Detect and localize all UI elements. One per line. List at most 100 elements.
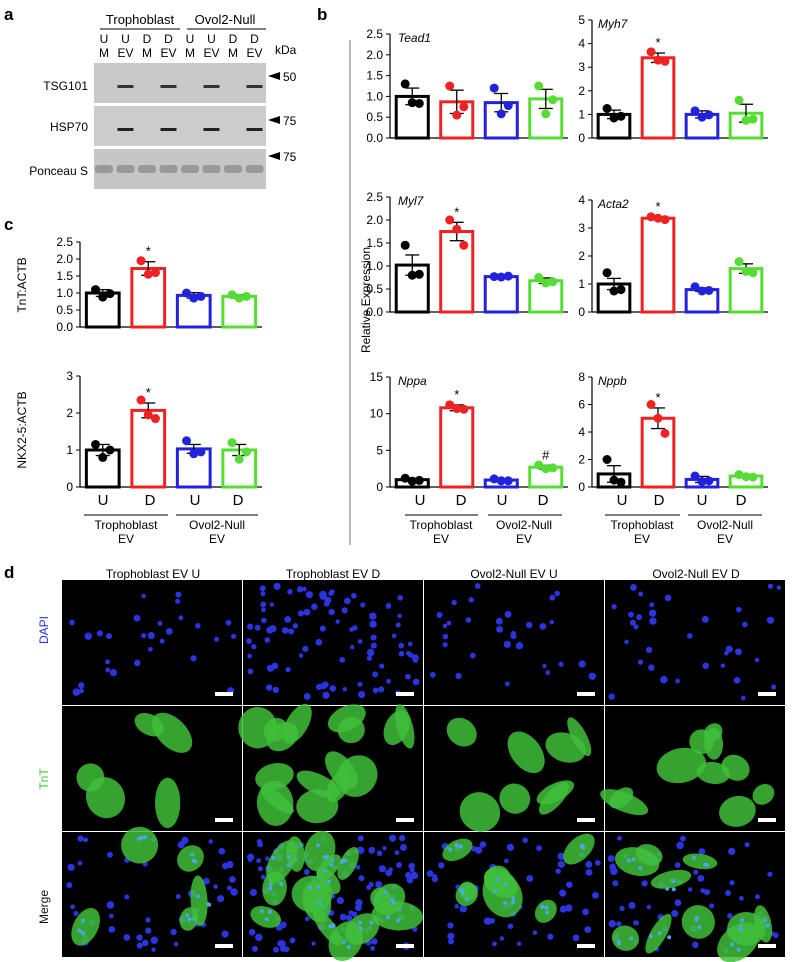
scale-bar	[758, 944, 776, 948]
nucleus	[503, 882, 508, 887]
data-point	[602, 104, 612, 113]
data-point	[690, 106, 700, 116]
nucleus	[265, 684, 273, 691]
nucleus	[559, 905, 567, 913]
cardiomyocyte	[650, 869, 692, 889]
data-point	[136, 256, 146, 266]
y-tick-label: 2	[66, 406, 73, 420]
nucleus	[398, 642, 405, 649]
data-point	[690, 282, 700, 292]
bar	[439, 230, 475, 314]
lane-label: U	[100, 32, 109, 46]
nucleus	[259, 585, 266, 592]
nucleus	[638, 591, 644, 597]
y-tick-label: 0.0	[366, 305, 383, 319]
chart-title: Myh7	[598, 17, 629, 31]
nucleus	[84, 632, 93, 640]
y-tick-label: 4	[578, 37, 585, 51]
data-point	[105, 445, 115, 455]
nucleus	[628, 901, 636, 909]
cardiomyocyte	[614, 847, 660, 877]
nucleus	[675, 678, 680, 684]
blot-group-label-ovol2null: Ovol2-Null	[195, 12, 256, 27]
nucleus	[703, 889, 711, 896]
scale-bar	[215, 818, 233, 822]
nucleus	[454, 843, 459, 848]
nucleus	[357, 639, 363, 644]
nucleus	[471, 845, 477, 852]
data-point	[748, 268, 758, 278]
nucleus	[73, 910, 79, 916]
nucleus	[667, 935, 672, 940]
nucleus	[369, 612, 377, 620]
data-point	[143, 410, 153, 420]
data-point	[697, 286, 707, 296]
nucleus	[664, 594, 672, 602]
y-tick-label: 1.0	[366, 89, 383, 103]
blot-band	[246, 128, 263, 131]
nucleus	[264, 917, 269, 922]
data-point	[496, 109, 506, 119]
nucleus	[442, 623, 448, 629]
data-point	[548, 277, 558, 287]
ponceau-band	[95, 165, 113, 173]
y-tick-label: 0	[578, 480, 585, 494]
blot-band	[117, 128, 134, 131]
x-tick-label: U	[415, 492, 426, 509]
group-label: Ovol2-Null	[697, 518, 753, 532]
nucleus	[386, 915, 391, 920]
nucleus	[264, 637, 271, 643]
nucleus	[638, 866, 643, 871]
nucleus	[371, 938, 378, 945]
nucleus	[637, 659, 644, 665]
nucleus	[725, 890, 732, 897]
blot-row-label: Ponceau S	[29, 164, 88, 178]
lane-label: EV	[203, 46, 219, 60]
nucleus	[724, 650, 729, 656]
nucleus	[648, 609, 657, 617]
nucleus	[78, 682, 85, 689]
nucleus	[133, 614, 141, 622]
nucleus	[579, 844, 584, 849]
nucleus	[687, 633, 693, 639]
nucleus	[582, 908, 589, 916]
cardiomyocyte	[446, 717, 477, 747]
nucleus	[260, 601, 267, 608]
nucleus	[229, 876, 236, 883]
cardiomyocyte	[545, 732, 586, 763]
nucleus	[633, 624, 639, 630]
nucleus	[260, 874, 266, 880]
nucleus	[399, 843, 407, 851]
data-point	[602, 268, 612, 278]
cardiomyocyte	[727, 911, 766, 946]
nucleus	[247, 653, 252, 659]
data-point	[91, 285, 101, 295]
x-tick-label: D	[736, 492, 747, 509]
nucleus	[468, 597, 474, 603]
nucleus	[231, 633, 237, 639]
nucleus	[549, 594, 556, 601]
nucleus	[736, 947, 741, 952]
significance-mark: #	[542, 447, 550, 462]
data-point	[704, 110, 714, 120]
nucleus	[269, 625, 277, 633]
nucleus	[483, 917, 492, 925]
nucleus	[269, 602, 275, 607]
y-tick-label: 2	[578, 453, 585, 467]
nucleus	[83, 837, 89, 843]
blot-row-label: HSP70	[50, 120, 88, 134]
group-label: EV	[118, 532, 134, 546]
nucleus	[69, 619, 75, 626]
scale-bar	[577, 818, 595, 822]
data-point	[646, 212, 656, 222]
cardiomyocyte	[752, 783, 775, 805]
micrograph-background	[605, 580, 785, 705]
nucleus	[607, 855, 615, 863]
cardiomyocyte	[250, 905, 281, 928]
cardiomyocyte	[177, 845, 204, 872]
nucleus	[346, 945, 351, 950]
chart-title: Myl7	[398, 194, 425, 208]
nucleus	[375, 880, 383, 888]
data-point	[459, 404, 469, 414]
y-tick-label: 0	[376, 480, 383, 494]
